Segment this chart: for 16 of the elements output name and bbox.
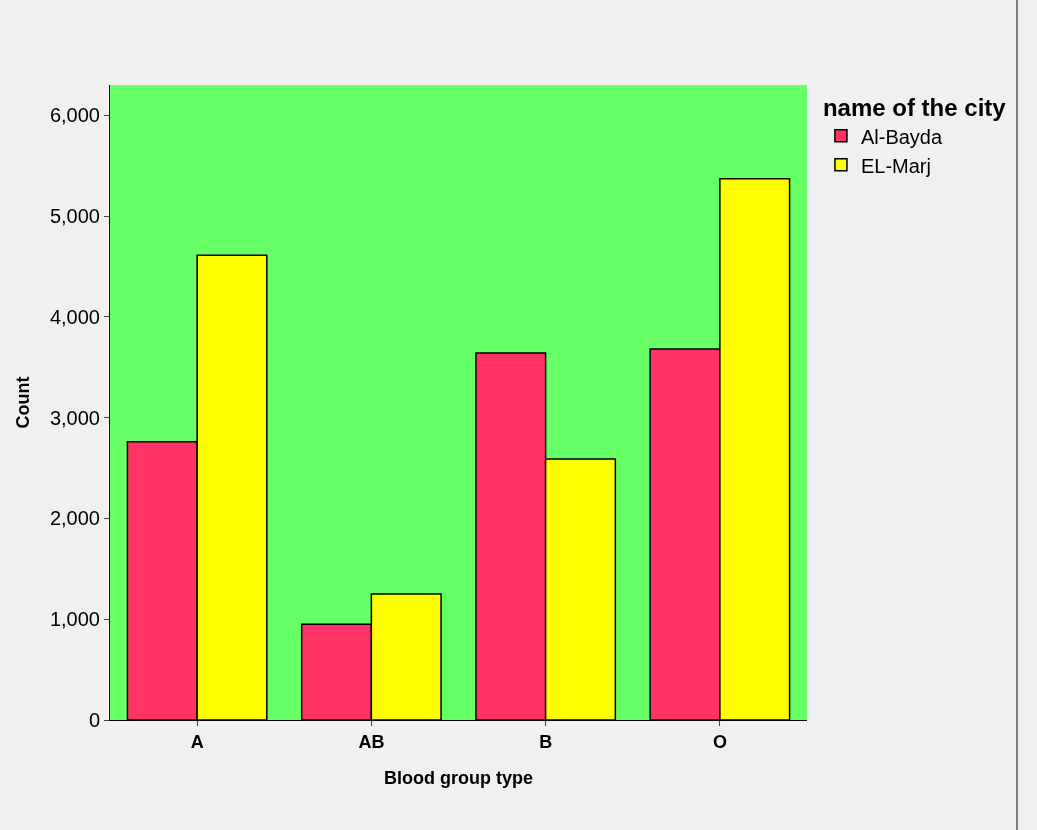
y-tick-label: 6,000 — [49, 104, 100, 127]
x-tick-label: AB — [358, 731, 385, 752]
y-tick-label: 5,000 — [49, 205, 100, 228]
y-tick-label: 2,000 — [49, 507, 100, 530]
y-axis-title: Count — [13, 376, 34, 429]
x-axis-title: Blood group type — [384, 767, 533, 788]
x-tick-label: A — [190, 731, 204, 752]
y-tick-label: 4,000 — [49, 305, 100, 328]
y-tick-label: 3,000 — [49, 406, 100, 429]
y-tick-label: 0 — [88, 709, 100, 731]
legend-label: EL-Marj — [860, 154, 931, 177]
legend-label: Al-Bayda — [860, 125, 943, 148]
x-tick-label: O — [712, 731, 727, 752]
x-tick-label: B — [539, 731, 553, 752]
y-tick-label: 1,000 — [49, 608, 100, 631]
legend-title: name of the city — [822, 94, 1007, 122]
